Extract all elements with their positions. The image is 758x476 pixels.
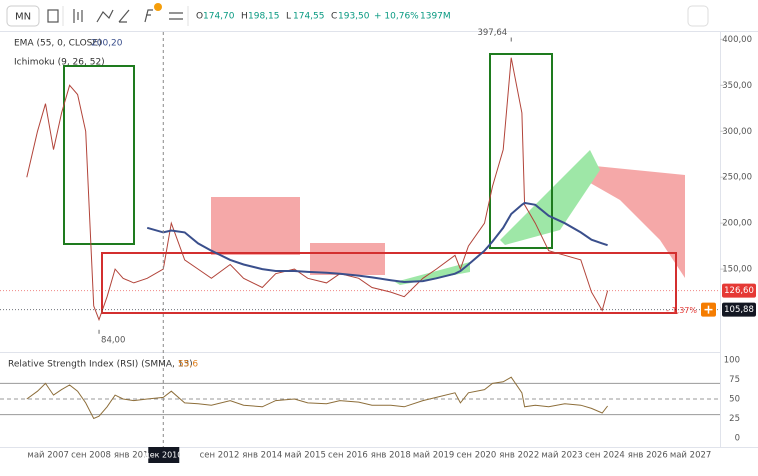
x-tick-label: янв 2022 (499, 451, 539, 461)
y-tick-label: 150,00 (722, 265, 752, 275)
rsi-tick-label: 75 (729, 375, 740, 385)
cloud-bearish (211, 197, 300, 255)
rsi-value: 55,6 (178, 360, 198, 370)
alert-text: - 1,37% (666, 306, 697, 315)
rsi-line (26, 376, 608, 420)
x-tick-label: янв 2026 (628, 451, 668, 461)
icon[interactable] (169, 12, 183, 20)
icon[interactable] (47, 9, 59, 23)
drawn-box[interactable] (489, 53, 553, 249)
x-tick-label: сен 2024 (585, 451, 625, 461)
x-tick-label: сен 2016 (328, 451, 368, 461)
alert-plus (704, 305, 713, 314)
x-tick-label: май 2019 (413, 451, 454, 461)
drawn-box[interactable] (63, 65, 135, 245)
ohlc-key: H (241, 12, 248, 22)
ohlc-value: 174,70 (203, 12, 235, 22)
icon[interactable] (96, 9, 114, 23)
ichimoku-cloud (211, 150, 685, 285)
ohlc-key: C (331, 12, 337, 22)
x-tick-label: сен 2008 (71, 451, 111, 461)
y-tick-label: 250,00 (722, 173, 752, 183)
ema-line (146, 201, 608, 284)
x-tick-label: янв 2018 (371, 451, 411, 461)
crosshair-label-box (148, 447, 180, 463)
y-tick-label: 400,00 (722, 35, 752, 45)
icon[interactable] (118, 9, 130, 23)
x-tick-label: май 2023 (541, 451, 582, 461)
crosshair-label: дек 2010 (144, 451, 182, 460)
price-label-box (722, 302, 756, 317)
x-tick-label: май 2027 (670, 451, 711, 461)
x-tick-label: май 2015 (284, 451, 325, 461)
interval[interactable]: MN (15, 12, 31, 23)
toolbar (0, 0, 758, 32)
volume: 1397M (420, 12, 451, 22)
rsi-tick-label: 0 (735, 434, 740, 444)
x-tick-label: янв 2014 (242, 451, 282, 461)
icon[interactable] (144, 9, 153, 23)
interval-button[interactable] (6, 5, 40, 27)
x-tick-label: янв 2010 (114, 451, 154, 461)
change: + 10,76% (374, 12, 419, 22)
ohlc-value: 198,15 (248, 12, 280, 22)
x-tick-label: сен 2020 (457, 451, 497, 461)
ohlc-key: O (196, 12, 203, 22)
annotation-label: 84,00 (101, 335, 125, 345)
ohlc-key: L (286, 12, 291, 22)
rsi-tick-label: 50 (729, 395, 740, 405)
ohlc-value: 174,55 (293, 12, 325, 22)
price-label: 105,88 (724, 305, 754, 315)
ai-button[interactable] (687, 5, 709, 27)
annotation-label: 397,64 (477, 28, 507, 38)
ohlc-readout: O 174,70 H 198,15 L 174,55 C 193,50 + 10,76% 1397… (196, 12, 451, 22)
indicator-label: EMA (55, 0, CLOSE) (14, 39, 102, 49)
cloud-bearish (585, 165, 685, 278)
cloud-bullish (395, 262, 470, 285)
toolbar-icons (47, 9, 183, 23)
rsi-title: Relative Strength Index (RSI) (SMMA, 13) (8, 360, 193, 370)
badge (154, 3, 162, 11)
price-label: 126,60 (724, 286, 754, 296)
x-tick-label: май 2007 (27, 451, 68, 461)
price-line (26, 57, 609, 322)
x-tick-label: сен 2012 (200, 451, 240, 461)
y-tick-label: 350,00 (722, 81, 752, 91)
cloud-bearish (310, 243, 385, 275)
rsi-tick-label: 100 (724, 356, 740, 366)
ohlc-value: 193,50 (338, 12, 370, 22)
y-tick-label: 300,00 (722, 127, 752, 137)
indicator-label: Ichimoku (9, 26, 52) (14, 58, 105, 68)
y-tick-label: 200,00 (722, 219, 752, 229)
drawn-box[interactable] (101, 252, 677, 314)
icon[interactable] (73, 9, 83, 23)
cloud-bullish (500, 150, 600, 245)
indicator-value: 200,20 (91, 39, 123, 49)
price-label-box (722, 283, 756, 298)
rsi-tick-label: 25 (729, 414, 740, 424)
